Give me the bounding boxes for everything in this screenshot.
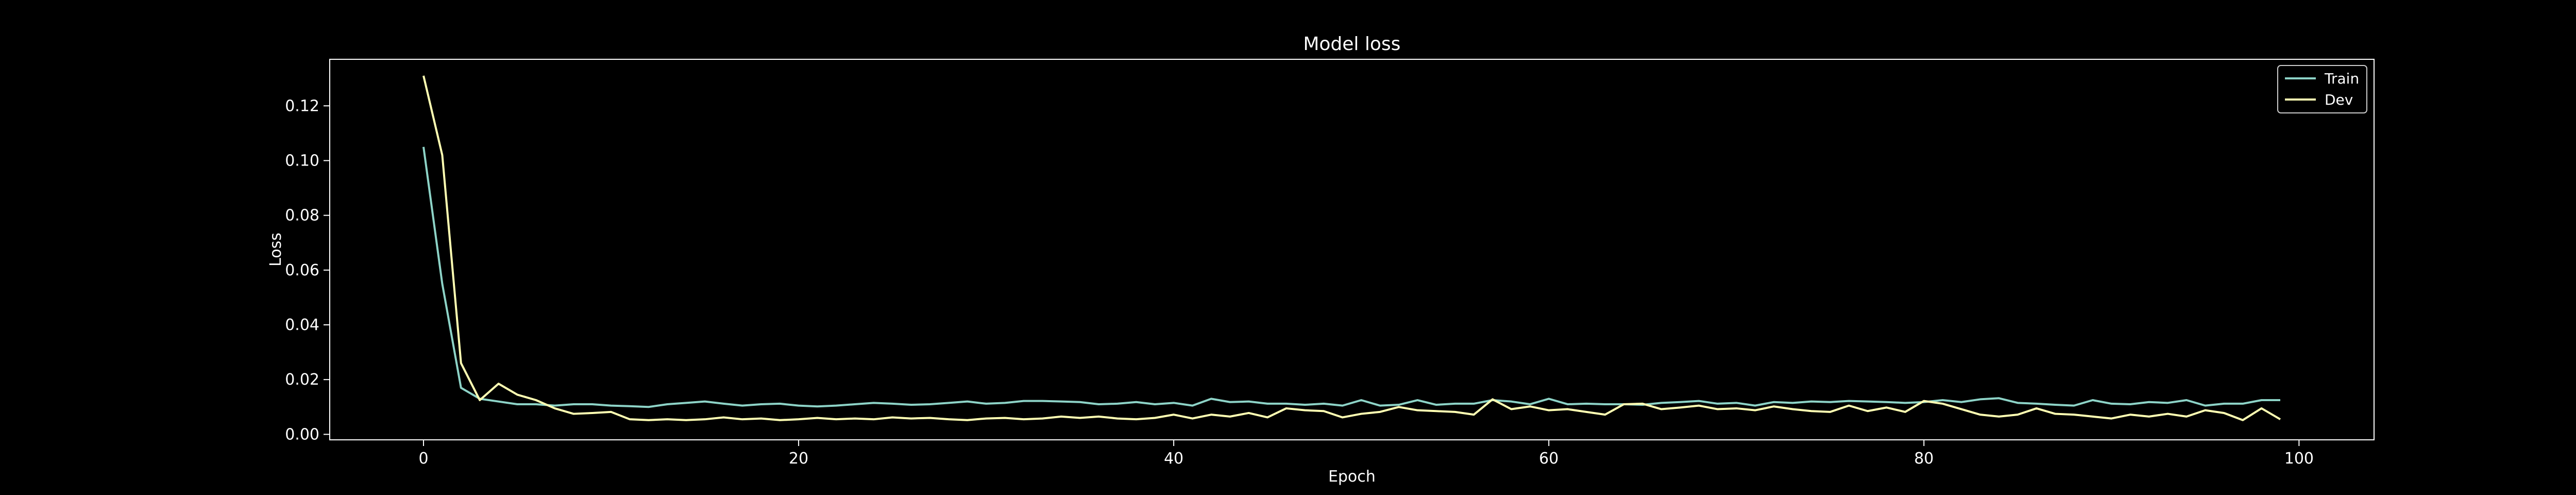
series-layer <box>422 75 2281 421</box>
plot-frame <box>329 59 2375 440</box>
y-tick-label: 0.06 <box>285 261 319 279</box>
y-tick-label: 0.12 <box>285 97 319 115</box>
x-tick-label: 60 <box>1539 450 1558 468</box>
y-tick-label: 0.10 <box>285 152 319 170</box>
x-tick-label: 40 <box>1164 450 1183 468</box>
series-line-dev <box>422 75 2281 421</box>
x-axis-label: Epoch <box>1328 468 1376 486</box>
legend: Train Dev <box>2277 65 2367 113</box>
legend-label-train: Train <box>2324 70 2359 87</box>
x-tick-label: 100 <box>2284 450 2314 468</box>
chart-title: Model loss <box>1303 34 1400 55</box>
series-line-train <box>422 146 2280 408</box>
x-tick-label: 80 <box>1914 450 1934 468</box>
y-tick-label: 0.04 <box>285 316 319 334</box>
y-tick-label: 0.02 <box>285 371 319 389</box>
x-tick-label: 20 <box>789 450 808 468</box>
y-tick-label: 0.00 <box>285 425 319 443</box>
y-axis-label: Loss <box>267 233 285 267</box>
y-tick-label: 0.08 <box>285 207 319 225</box>
axes-layer: 0 20 40 60 80 100 0.00 0.02 0.04 0.06 0.08 0.10 0.12 <box>285 97 2314 468</box>
x-tick-label: 0 <box>418 450 428 468</box>
legend-label-dev: Dev <box>2325 91 2353 108</box>
